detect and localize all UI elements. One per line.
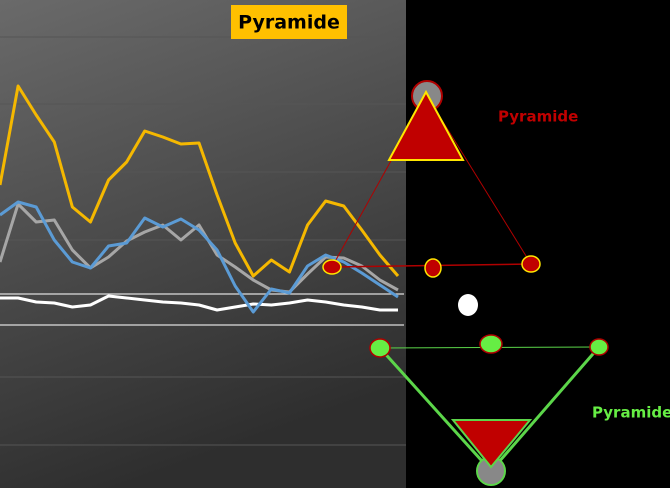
title-box	[231, 5, 347, 39]
marker	[458, 294, 478, 316]
series-line	[0, 84, 400, 278]
annotation: Pyramide	[592, 404, 670, 422]
series-line	[0, 294, 398, 312]
overlay-panel	[406, 0, 670, 488]
green-pattern	[369, 334, 609, 486]
series-line	[0, 200, 399, 314]
annotation: Pyramide	[498, 108, 578, 126]
red-pattern	[322, 80, 541, 278]
background-lines	[0, 36, 406, 446]
chart-title: Pyramide	[238, 12, 340, 34]
